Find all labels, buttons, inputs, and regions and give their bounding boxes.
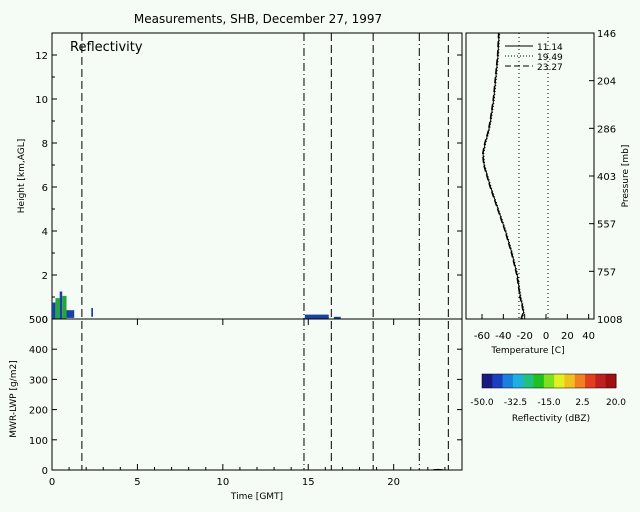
lwp-ytick-label-1: 100 [29, 436, 48, 447]
lwp-xtick-label-0: 0 [49, 477, 55, 488]
colorbar-tick-4: 20.0 [606, 398, 626, 408]
pressure-tick-label-6: 1008 [597, 315, 622, 326]
colorbar-cell-5 [533, 374, 545, 388]
sounding-panel: 146 204 286 403 557 757 1008 -60 -40 -20 0 20 40 Te… [465, 29, 631, 356]
refl-ytick-label-5: 10 [35, 95, 48, 106]
colorbar-ticks: -50.0 -32.5 -15.0 2.5 20.0 [470, 398, 626, 408]
colorbar-cell-11 [595, 374, 607, 388]
pressure-tick-label-5: 757 [597, 267, 616, 278]
reflectivity-y-label: Height [km,AGL] [17, 139, 27, 213]
echo-cell-3 [62, 295, 67, 319]
echo-cell-4 [66, 310, 75, 318]
colorbar-tick-0: -50.0 [470, 398, 494, 408]
lwp-frame [51, 318, 463, 471]
lwp-panel: 0 100 200 300 400 500 0 5 10 15 20 Time [GMT] MWR… [9, 315, 463, 502]
echo-cell-2 [59, 291, 63, 319]
lwp-xtick-label-3: 15 [302, 477, 315, 488]
colorbar-cell-6 [543, 374, 555, 388]
colorbar-cell-7 [554, 374, 565, 388]
chart-title: Measurements, SHB, December 27, 1997 [134, 12, 382, 26]
pressure-tick-label-1: 204 [597, 77, 616, 88]
lwp-x-ticks: 0 5 10 15 20 [49, 319, 446, 488]
colorbar-tick-2: -15.0 [537, 398, 561, 408]
temp-tick-label-3: 0 [543, 331, 549, 342]
colorbar-label: Reflectivity (dBZ) [512, 414, 590, 424]
reflectivity-echoes [52, 291, 341, 319]
temperature-ticks: -60 -40 -20 0 20 40 [474, 314, 595, 342]
colorbar-cell-3 [512, 374, 524, 388]
refl-ytick-label-0: 0 [42, 315, 48, 326]
lwp-ytick-label-0: 0 [42, 466, 48, 477]
colorbar-cell-4 [523, 374, 535, 388]
refl-ytick-label-6: 12 [35, 51, 48, 62]
lwp-y-label: MWR-LWP [g/m2] [9, 360, 19, 437]
reflectivity-label: Reflectivity [70, 40, 143, 55]
refl-ytick-label-3: 6 [42, 183, 48, 194]
lwp-ytick-label-2: 200 [29, 406, 48, 417]
reflectivity-y-ticks: 0 2 4 6 8 10 12 [35, 32, 462, 326]
sounding-frame [465, 32, 595, 320]
legend-entry-3: 23.27 [537, 63, 563, 73]
pressure-label: Pressure [mb] [621, 145, 631, 208]
pressure-tick-label-0: 146 [597, 29, 616, 40]
sounding-profile-1 [482, 32, 525, 320]
colorbar-cell-2 [502, 374, 514, 388]
lwp-ytick-label-4: 400 [29, 345, 48, 356]
colorbar-swatches [482, 374, 617, 388]
reflectivity-frame [51, 32, 463, 320]
pressure-ticks: 146 204 286 403 557 757 1008 [589, 29, 622, 326]
colorbar-frame [481, 373, 617, 389]
echo-cell-0 [52, 302, 56, 319]
colorbar-cell-8 [564, 374, 576, 388]
lwp-y-ticks: 0 100 200 300 400 500 [29, 315, 462, 477]
lwp-xtick-label-1: 5 [134, 477, 140, 488]
temp-tick-label-1: -40 [495, 331, 511, 342]
lwp-x-label: Time [GMT] [230, 492, 283, 502]
colorbar-tick-1: -32.5 [504, 398, 527, 408]
pressure-tick-label-4: 557 [597, 220, 616, 231]
sounding-profile-2 [483, 32, 525, 320]
time-markers [81, 33, 449, 470]
refl-ytick-label-1: 2 [42, 271, 48, 282]
reflectivity-panel: Reflectivity 0 2 4 6 8 10 12 Height [km,AGL] [17, 32, 463, 326]
lwp-ytick-label-5: 500 [29, 315, 48, 326]
echo-cell-7 [333, 316, 341, 319]
pressure-tick-label-3: 403 [597, 172, 616, 183]
pressure-tick-label-2: 286 [597, 124, 616, 135]
lwp-xtick-label-2: 10 [216, 477, 229, 488]
echo-cell-6 [304, 314, 329, 319]
legend-entry-1: 11.14 [537, 43, 563, 53]
colorbar-cell-12 [605, 374, 617, 388]
refl-ytick-label-2: 4 [42, 227, 48, 238]
colorbar-tick-3: 2.5 [575, 398, 589, 408]
temp-tick-label-2: -20 [516, 331, 532, 342]
echo-cell-1 [55, 298, 60, 319]
colorbar-cell-0 [482, 374, 493, 388]
temp-tick-label-0: -60 [474, 331, 490, 342]
refl-ytick-label-4: 8 [42, 139, 48, 150]
echo-cell-5 [91, 308, 93, 317]
sounding-legend: 11.14 19.49 23.27 [505, 43, 563, 73]
lwp-ytick-label-3: 300 [29, 375, 48, 386]
colorbar-cell-10 [585, 374, 596, 388]
temperature-label: Temperature [C] [490, 346, 564, 356]
temp-tick-label-4: 20 [561, 331, 574, 342]
temp-tick-label-5: 40 [582, 331, 595, 342]
colorbar: -50.0 -32.5 -15.0 2.5 20.0 Reflectivity (dBZ… [470, 373, 626, 424]
legend-entry-2: 19.49 [537, 53, 563, 63]
sounding-profile-3 [481, 32, 524, 320]
colorbar-cell-9 [574, 374, 586, 388]
lwp-xtick-label-4: 20 [387, 477, 400, 488]
colorbar-cell-1 [492, 374, 504, 388]
